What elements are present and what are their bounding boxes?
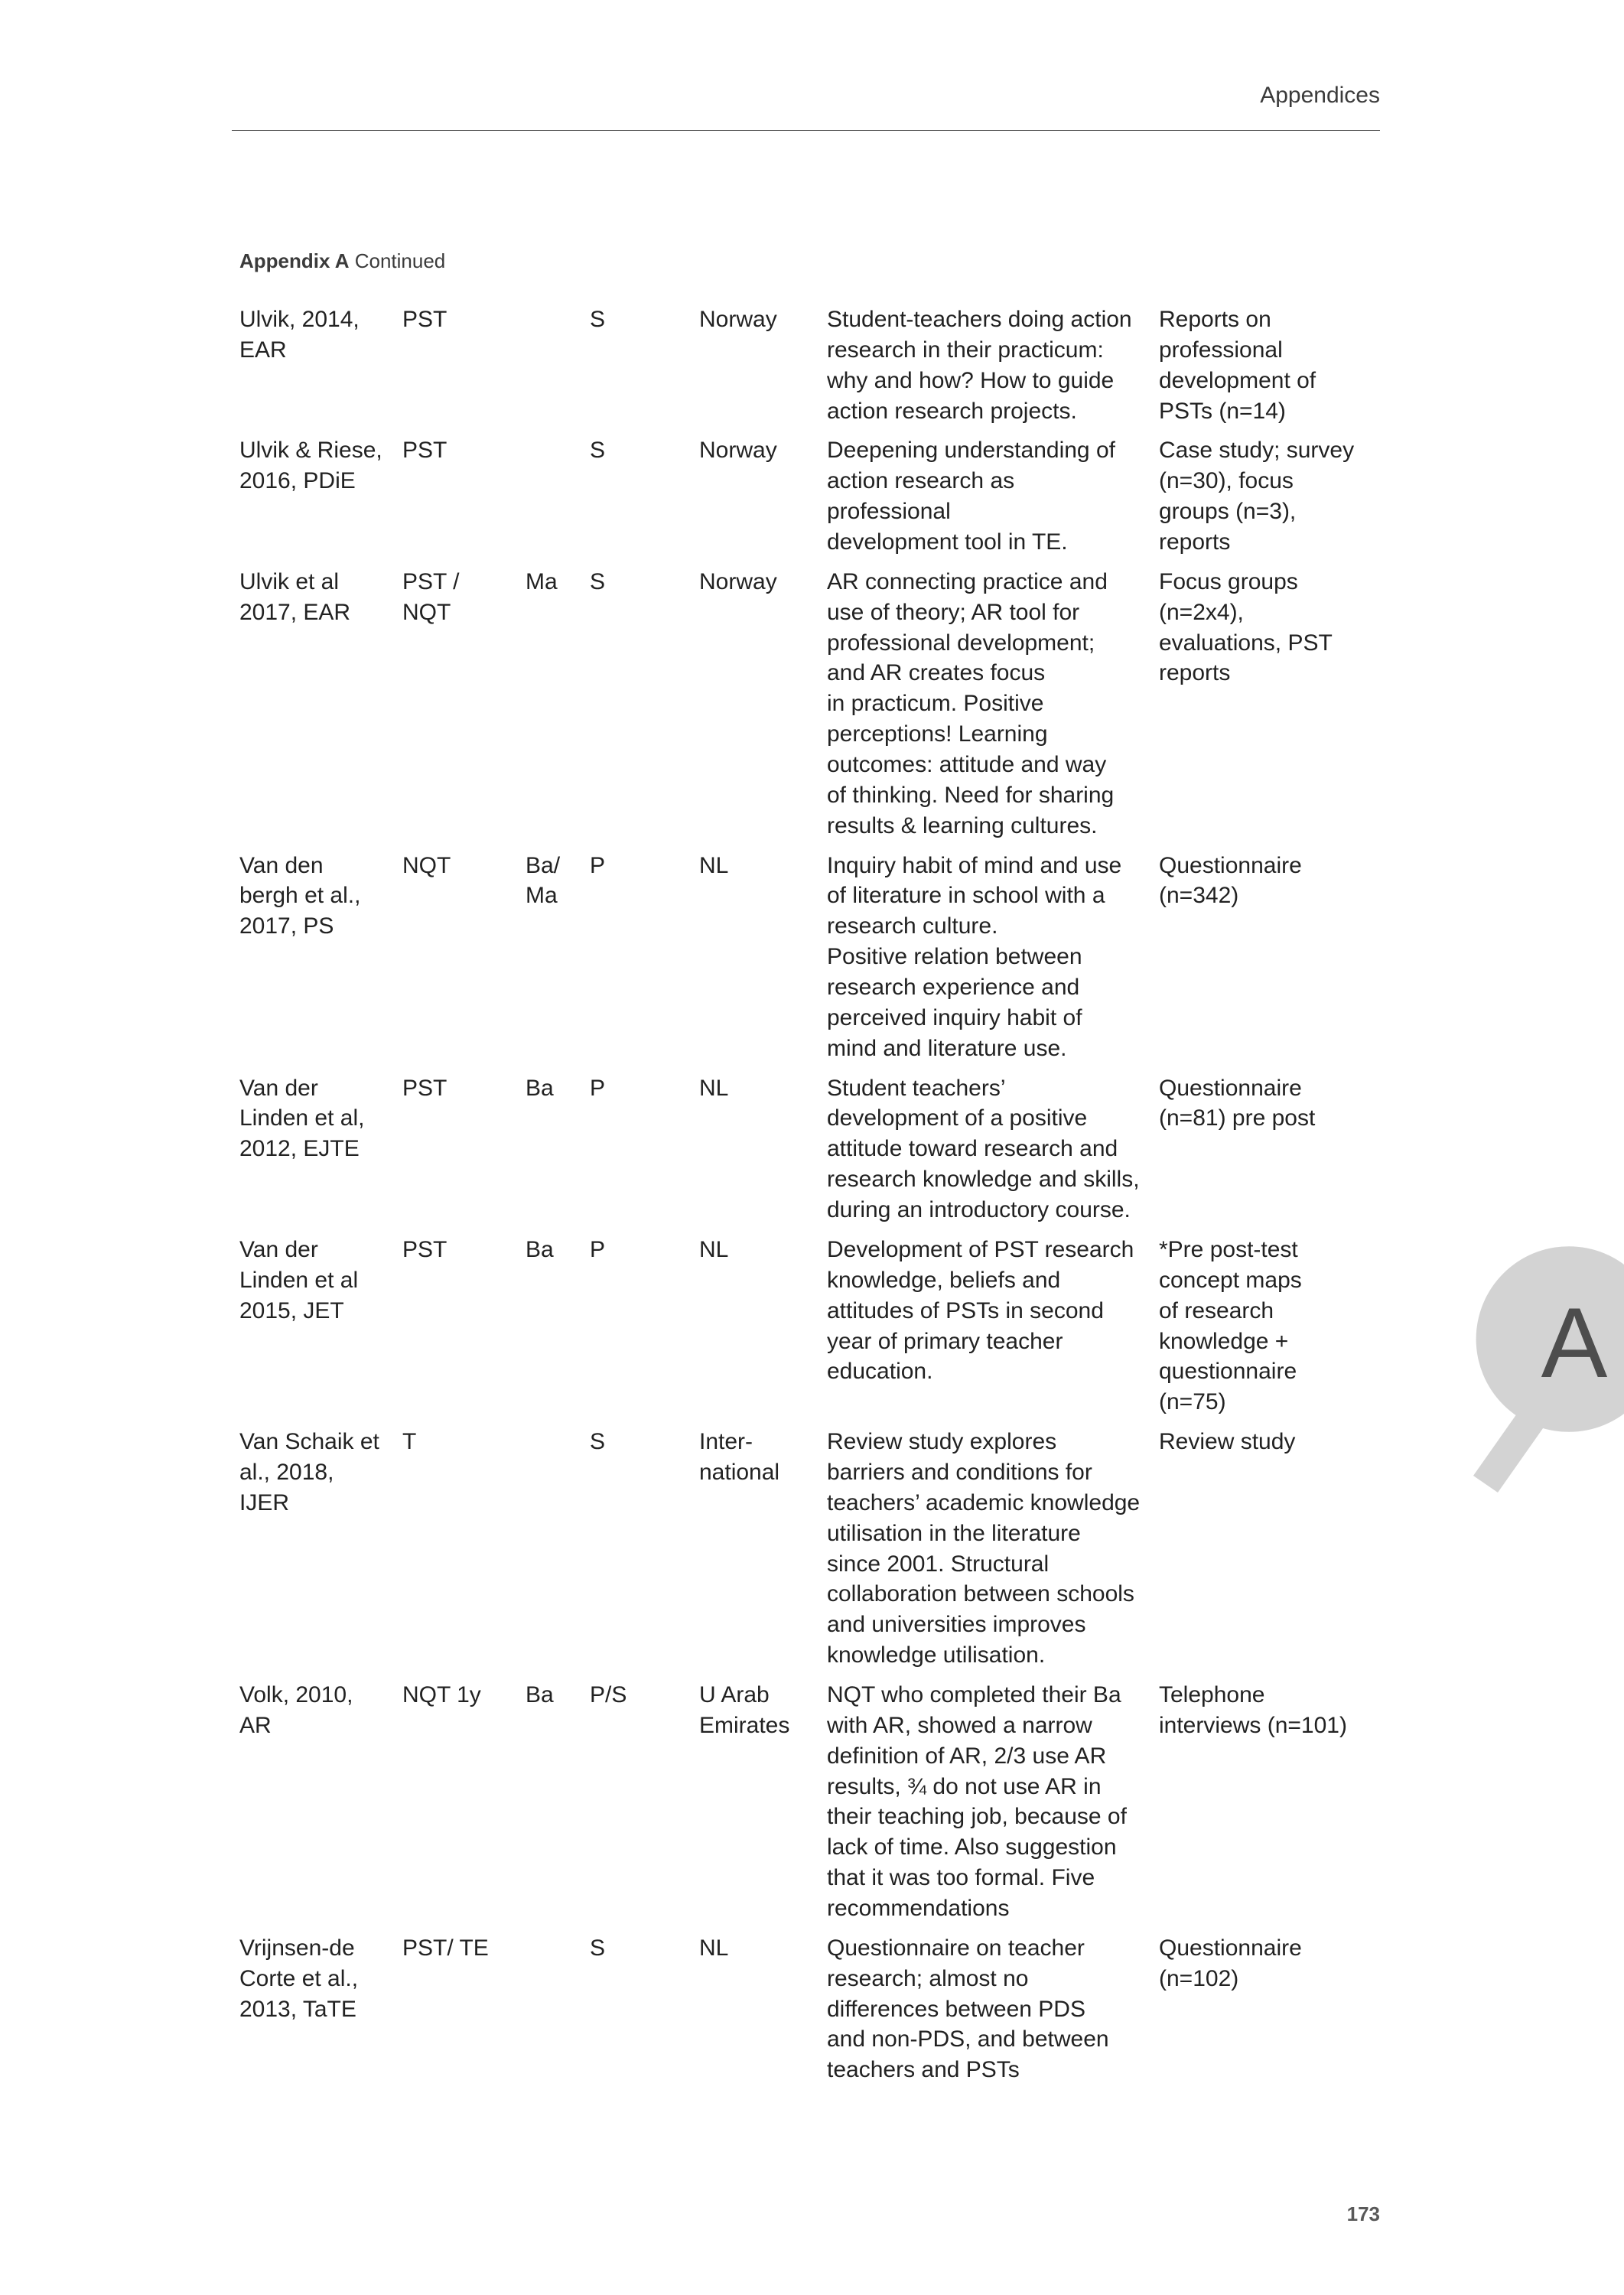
svg-text:A: A (1541, 1287, 1608, 1398)
